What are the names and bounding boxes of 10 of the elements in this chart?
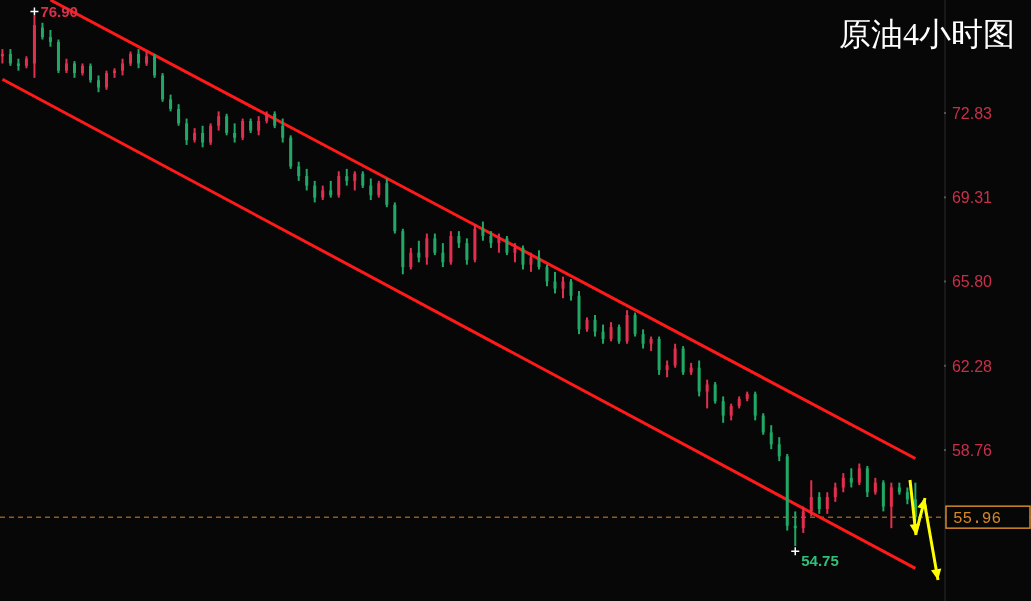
y-tick-label: 72.83: [951, 105, 993, 123]
text: 原油4小时图: [839, 16, 1015, 52]
y-tick-label: 62.28: [951, 357, 993, 375]
y-tick-label: 58.76: [951, 442, 993, 460]
annotation: 54.75: [790, 546, 839, 570]
annotation: 54.75: [801, 552, 839, 570]
y-tick-label: 65.80: [951, 273, 993, 291]
ref-line-label: 55.96: [953, 510, 1002, 529]
ref-line: 55.96: [0, 505, 1031, 529]
y-tick-label: 69.31: [951, 189, 993, 207]
